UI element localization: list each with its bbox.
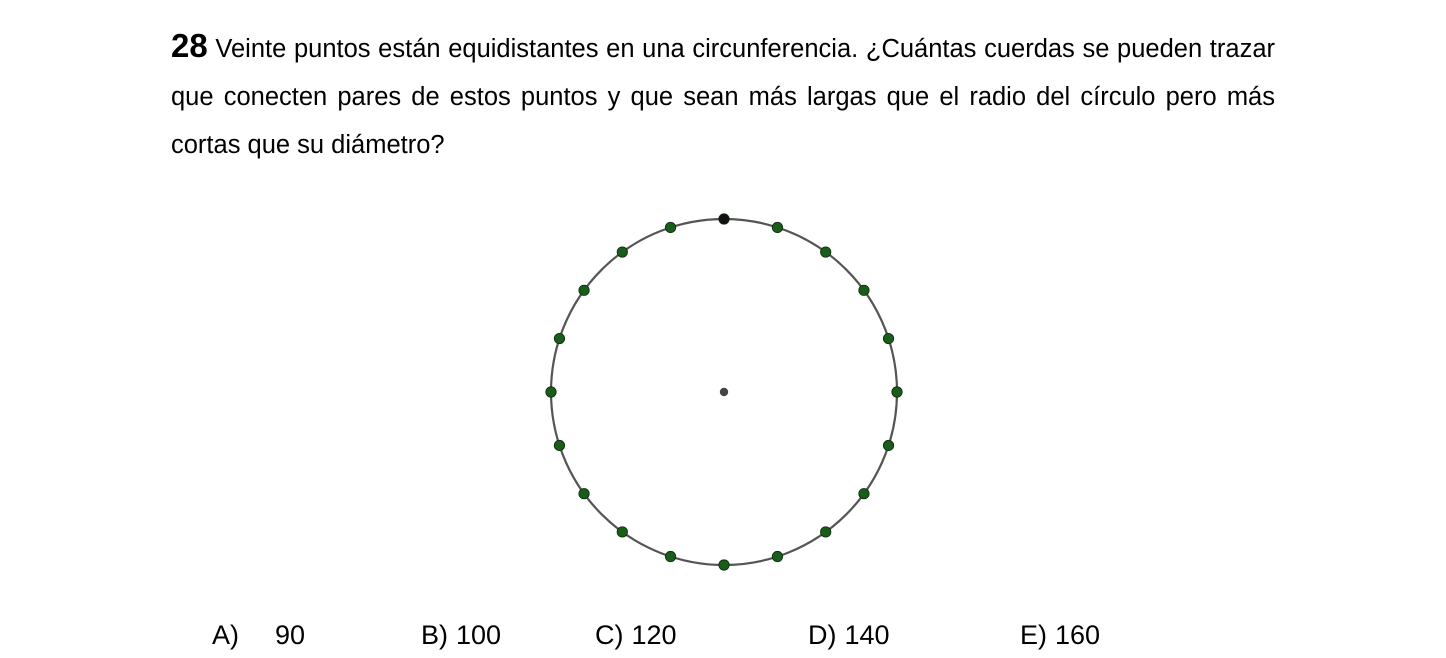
circle-point xyxy=(578,284,590,296)
circle-point xyxy=(882,439,895,452)
circle-point xyxy=(578,488,590,500)
circle-point xyxy=(664,550,677,563)
circle-point xyxy=(553,332,566,345)
circle-point xyxy=(718,213,730,225)
circle-point xyxy=(771,550,784,563)
answer-value: 140 xyxy=(844,620,890,650)
circle-point xyxy=(553,439,566,452)
circle-point xyxy=(771,221,784,234)
problem-number: 28 xyxy=(171,27,208,64)
answer-letter: E) xyxy=(1020,620,1047,650)
circle-point xyxy=(718,559,730,571)
circle-point xyxy=(882,332,895,345)
circle-point xyxy=(891,386,903,398)
answer-letter: B) xyxy=(421,620,448,650)
answer-letter: C) xyxy=(595,620,624,650)
answer-value: 90 xyxy=(275,620,306,650)
circle-point xyxy=(820,246,832,258)
circle-point xyxy=(664,221,677,234)
circle-point xyxy=(820,526,832,538)
answer-letter: A) xyxy=(212,620,239,650)
circle-point xyxy=(858,284,870,296)
equidistant-points xyxy=(545,213,903,571)
circle-point xyxy=(858,488,870,500)
answer-option-a[interactable]: A) 90 xyxy=(212,620,305,651)
answer-letter: D) xyxy=(808,620,837,650)
answer-option-b[interactable]: B) 100 xyxy=(421,620,501,651)
answer-option-d[interactable]: D) 140 xyxy=(808,620,890,651)
problem-text: Veinte puntos están equidistantes en una… xyxy=(171,35,1275,159)
answer-value: 100 xyxy=(456,620,502,650)
problem-statement: 28 Veinte puntos están equidistantes en … xyxy=(171,22,1275,169)
circle-point xyxy=(545,386,557,398)
answer-options: A) 90 B) 100 C) 120 D) 140 E) 160 xyxy=(0,620,1446,658)
circle-point xyxy=(616,246,628,258)
center-point xyxy=(719,387,729,397)
answer-value: 120 xyxy=(631,620,677,650)
answer-option-c[interactable]: C) 120 xyxy=(595,620,677,651)
answer-option-e[interactable]: E) 160 xyxy=(1020,620,1100,651)
circle-point xyxy=(616,526,628,538)
answer-value: 160 xyxy=(1055,620,1101,650)
